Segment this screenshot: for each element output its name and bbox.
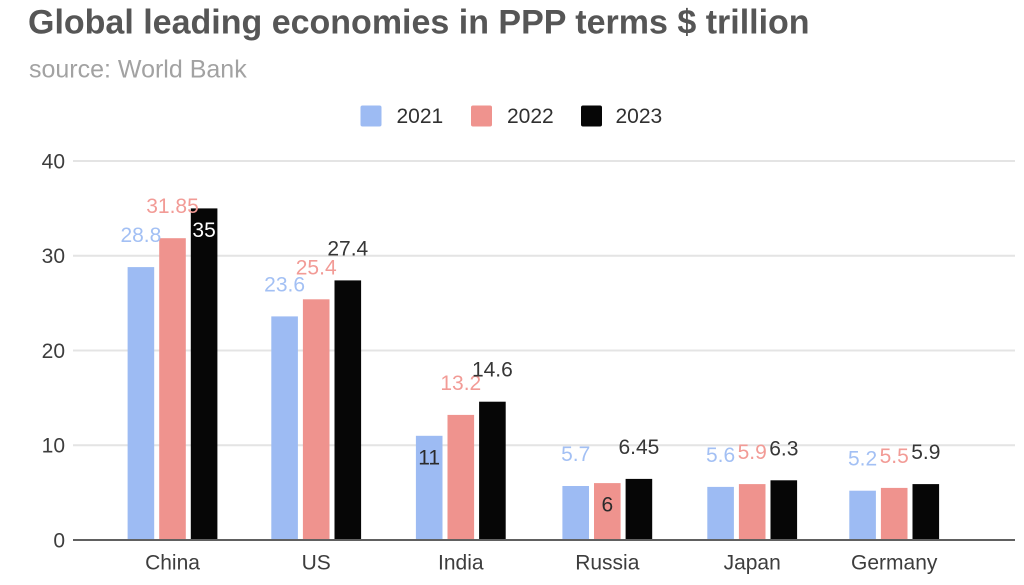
svg-text:Japan: Japan <box>724 552 781 575</box>
svg-text:5.2: 5.2 <box>848 448 877 471</box>
svg-text:40: 40 <box>42 150 65 173</box>
svg-text:Germany: Germany <box>851 552 938 575</box>
svg-text:5.9: 5.9 <box>911 441 940 464</box>
svg-text:2023: 2023 <box>616 105 663 128</box>
svg-text:11: 11 <box>418 446 440 469</box>
svg-text:6.3: 6.3 <box>769 437 798 460</box>
svg-text:6: 6 <box>601 494 613 517</box>
svg-text:35: 35 <box>192 219 215 242</box>
svg-text:13.2: 13.2 <box>440 372 481 395</box>
svg-text:10: 10 <box>42 435 65 458</box>
svg-text:5.6: 5.6 <box>706 444 735 467</box>
svg-text:0: 0 <box>53 529 65 552</box>
svg-text:2021: 2021 <box>397 105 444 128</box>
svg-text:Russia: Russia <box>575 552 640 575</box>
svg-text:25.4: 25.4 <box>296 256 337 279</box>
svg-text:2022: 2022 <box>507 105 554 128</box>
svg-text:14.6: 14.6 <box>472 359 513 382</box>
svg-text:source: World Bank: source: World Bank <box>29 56 247 84</box>
svg-text:5.9: 5.9 <box>738 441 767 464</box>
svg-text:30: 30 <box>42 245 65 268</box>
svg-text:India: India <box>438 552 484 575</box>
svg-text:6.45: 6.45 <box>618 436 659 459</box>
svg-text:China: China <box>145 552 200 575</box>
svg-text:5.5: 5.5 <box>880 445 909 468</box>
svg-text:31.85: 31.85 <box>146 195 199 218</box>
svg-text:US: US <box>302 552 331 575</box>
svg-text:28.8: 28.8 <box>120 224 161 247</box>
svg-text:5.7: 5.7 <box>561 443 590 466</box>
svg-text:23.6: 23.6 <box>264 273 305 296</box>
svg-text:20: 20 <box>42 340 65 363</box>
svg-text:Global leading economies in PP: Global leading economies in PPP terms $ … <box>28 4 810 42</box>
svg-text:27.4: 27.4 <box>327 237 368 260</box>
